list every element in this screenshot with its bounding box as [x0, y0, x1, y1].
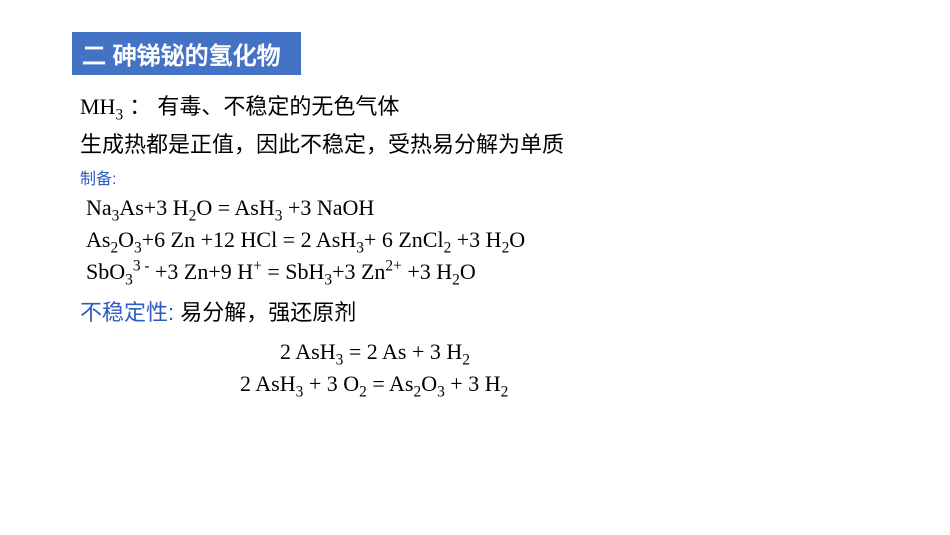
mh3-desc: ： 有毒、不稳定的无色气体 — [123, 94, 399, 119]
equation-4: 2 AsH3 = 2 As + 3 H2 — [280, 339, 950, 365]
intro-line-2: 生成热都是正值，因此不稳定，受热易分解为单质 — [80, 127, 950, 159]
equation-1: Na3As+3 H2O = AsH3 +3 NaOH — [86, 195, 950, 221]
equation-3: SbO33 - +3 Zn+9 H+ = SbH3+3 Zn2+ +3 H2O — [86, 259, 950, 285]
unstable-label: 不稳定性: — [80, 300, 174, 325]
mh3-formula: MH3 — [80, 94, 123, 119]
equation-2: As2O3+6 Zn +12 HCl = 2 AsH3+ 6 ZnCl2 +3 … — [86, 227, 950, 253]
equation-5: 2 AsH3 + 3 O2 = As2O3 + 3 H2 — [240, 371, 950, 397]
section-header: 二 砷锑铋的氢化物 — [72, 32, 301, 75]
unstable-desc: 易分解，强还原剂 — [174, 300, 356, 325]
unstable-line: 不稳定性: 易分解，强还原剂 — [80, 295, 950, 327]
intro-line-1: MH3 ： 有毒、不稳定的无色气体 — [80, 89, 950, 121]
prep-label: 制备: — [80, 165, 950, 189]
